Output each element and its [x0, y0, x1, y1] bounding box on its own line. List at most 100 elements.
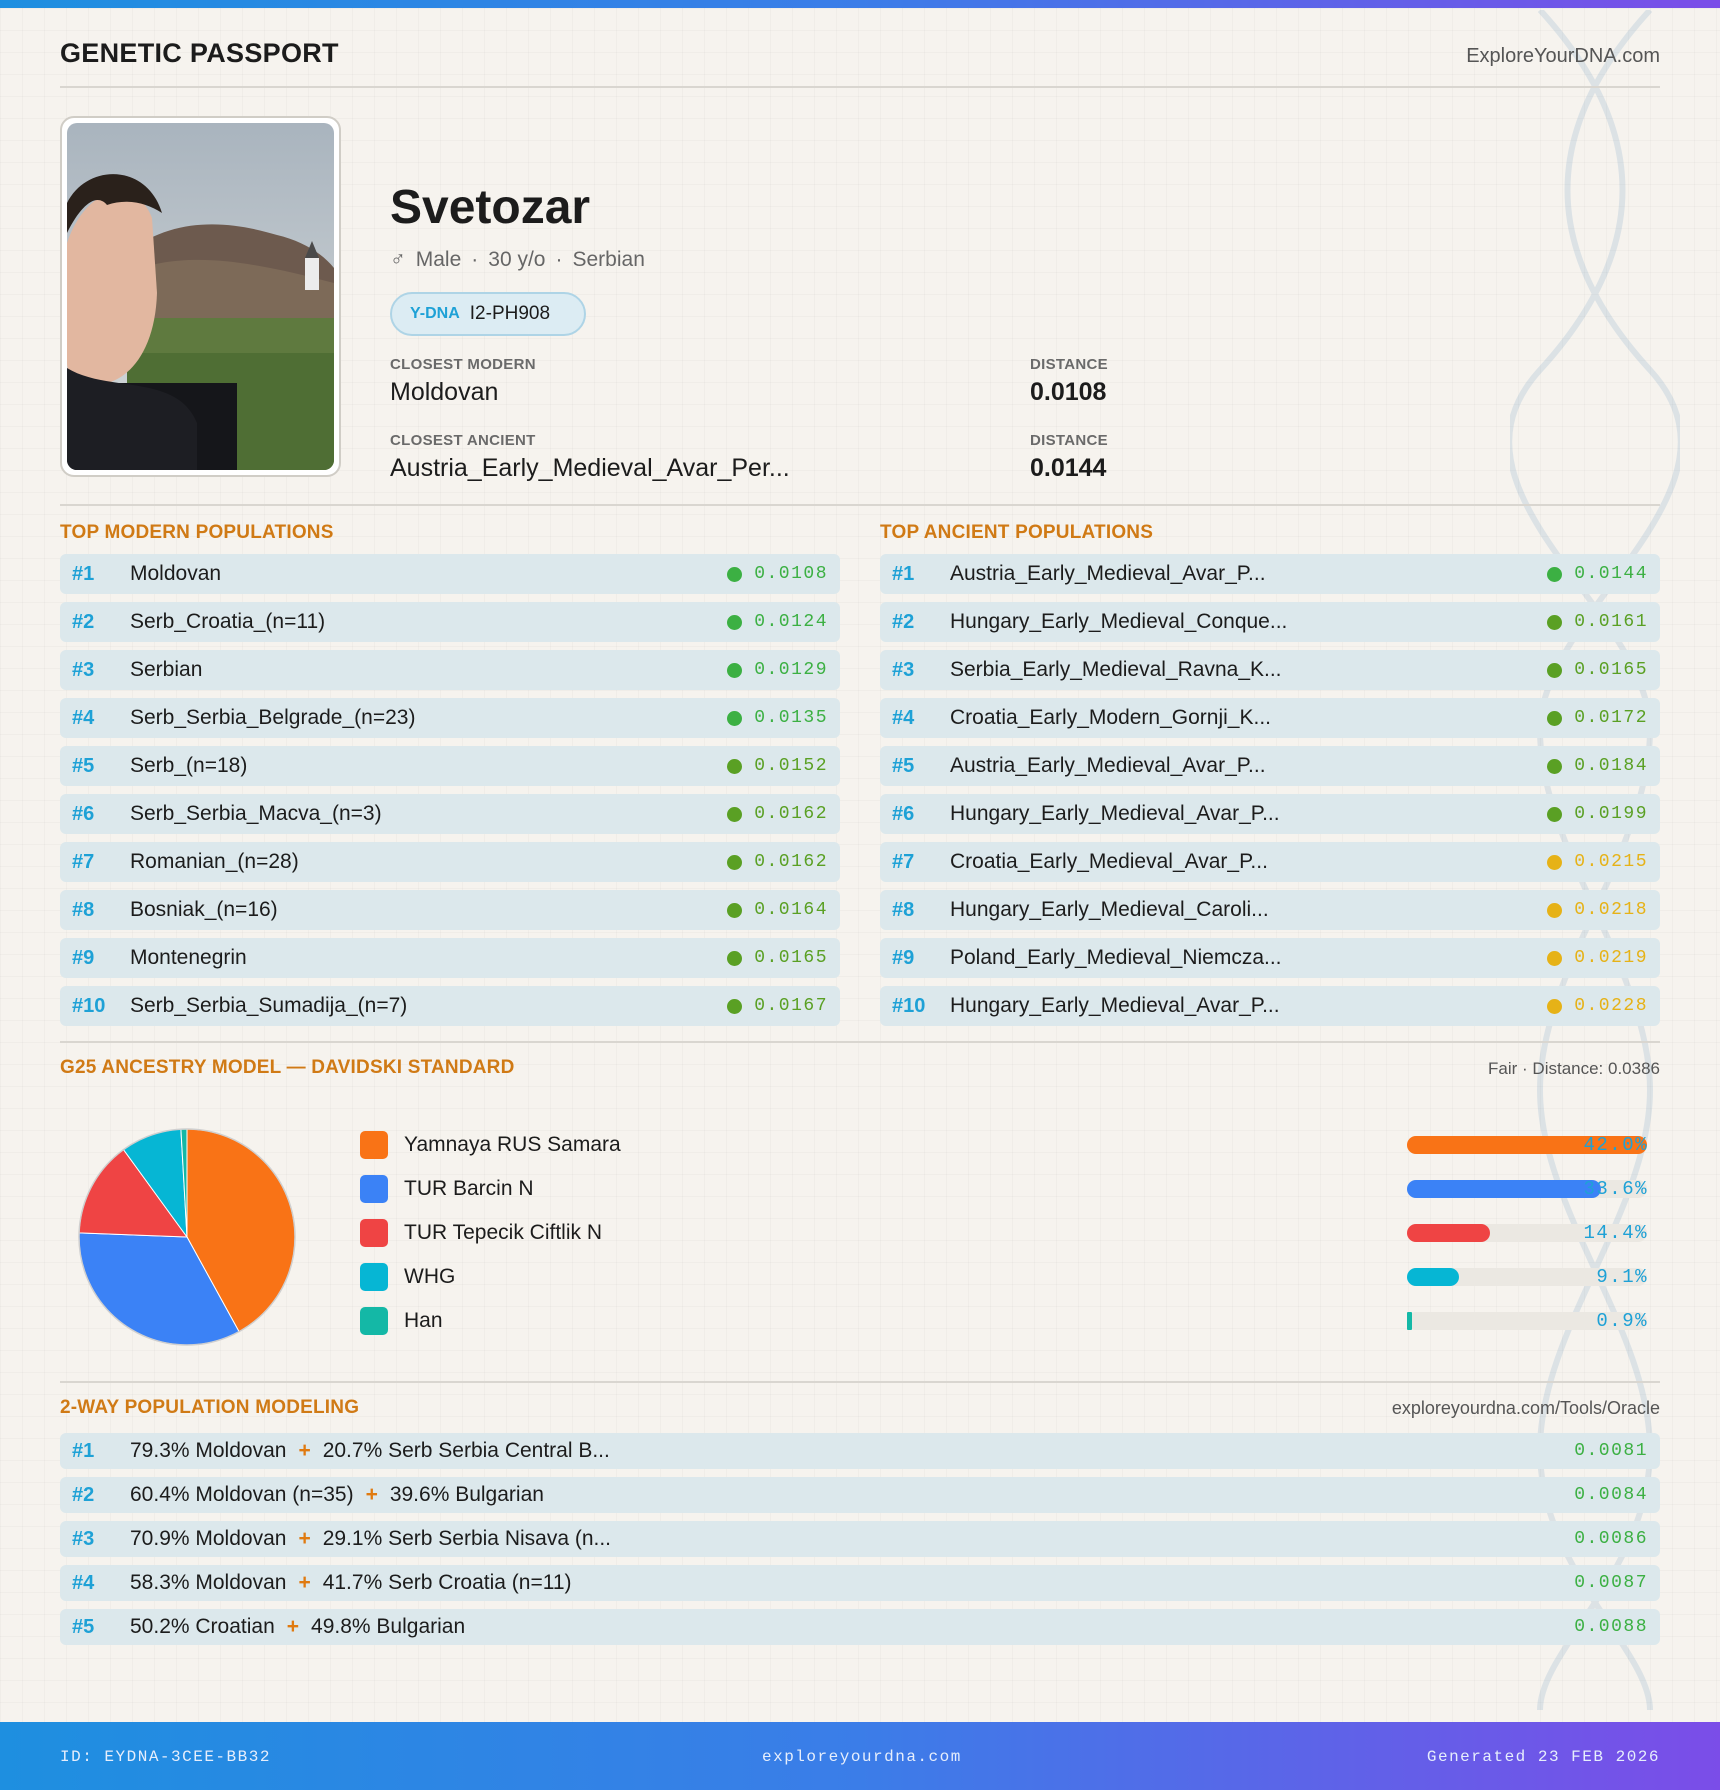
ancestry-model-section: G25 ANCESTRY MODEL — DAVIDSKI STANDARD F… [60, 1043, 1660, 1383]
two-way-row[interactable]: #3 70.9% Moldovan +29.1% Serb Serbia Nisav… [60, 1521, 1660, 1557]
rank-label: #5 [892, 754, 915, 777]
population-row[interactable]: #2 Serb_Croatia_(n=11) 0.0124 [60, 602, 840, 642]
two-way-mix: 50.2% Croatian +49.8% Bulgarian [130, 1615, 1574, 1639]
status-dot-icon [727, 614, 743, 630]
population-row[interactable]: #4 Serb_Serbia_Belgrade_(n=23) 0.0135 [60, 698, 840, 738]
two-way-row[interactable]: #4 58.3% Moldovan +41.7% Serb Croatia (n=1… [60, 1565, 1660, 1601]
person-meta: ♂ Male · 30 y/o · Serbian [390, 248, 655, 272]
rank-label: #4 [72, 706, 95, 729]
population-row[interactable]: #10 Serb_Serbia_Sumadija_(n=7) 0.0167 [60, 986, 840, 1026]
rank-label: #5 [72, 1615, 95, 1638]
population-row[interactable]: #8 Bosniak_(n=16) 0.0164 [60, 890, 840, 930]
page-title: GENETIC PASSPORT [60, 38, 339, 68]
closest-modern-value: Moldovan [390, 378, 499, 406]
ancestry-legend: Yamnaya RUS Samara 42.0% TUR Barcin N 33.6%… [360, 1123, 1660, 1343]
profile-photo [67, 123, 334, 470]
two-way-row[interactable]: #5 50.2% Croatian +49.8% Bulgarian 0.0088 [60, 1609, 1660, 1645]
population-name: Bosniak_(n=16) [130, 898, 278, 921]
plus-icon: + [365, 1483, 378, 1506]
legend-label: Han [404, 1309, 443, 1332]
footer: ID: EYDNA-3CEE-BB32 exploreyourdna.com G… [0, 1722, 1720, 1790]
rank-label: #4 [72, 1571, 95, 1594]
population-name: Moldovan [130, 562, 222, 585]
closest-ancient-label: CLOSEST ANCIENT [390, 432, 536, 449]
population-row[interactable]: #6 Hungary_Early_Medieval_Avar_P... 0.0199 [880, 794, 1660, 834]
distance-value: 0.0165 [1574, 660, 1648, 680]
population-row[interactable]: #1 Austria_Early_Medieval_Avar_P... 0.0144 [880, 554, 1660, 594]
top-accent-bar [0, 0, 1720, 8]
distance-value: 0.0135 [754, 708, 828, 728]
population-row[interactable]: #7 Romanian_(n=28) 0.0162 [60, 842, 840, 882]
share-bar [1407, 1180, 1647, 1198]
status-dot-icon [727, 902, 743, 918]
population-row[interactable]: #5 Austria_Early_Medieval_Avar_P... 0.0184 [880, 746, 1660, 786]
population-row[interactable]: #10 Hungary_Early_Medieval_Avar_P... 0.022… [880, 986, 1660, 1026]
rank-label: #6 [892, 802, 915, 825]
legend-row: TUR Tepecik Ciftlik N 14.4% [360, 1211, 1660, 1255]
ancient-populations-list: #1 Austria_Early_Medieval_Avar_P... 0.0144… [880, 554, 1660, 1026]
status-dot-icon [727, 854, 743, 870]
distance-value: 0.0152 [754, 756, 828, 776]
legend-percent: 42.0% [1583, 1134, 1648, 1156]
component-a: 50.2% Croatian [130, 1615, 275, 1638]
closest-ancient-value: Austria_Early_Medieval_Avar_Per... [390, 454, 790, 482]
population-row[interactable]: #4 Croatia_Early_Modern_Gornji_K... 0.0172 [880, 698, 1660, 738]
rank-label: #9 [892, 946, 915, 969]
two-way-row[interactable]: #2 60.4% Moldovan (n=35) +39.6% Bulgarian 0… [60, 1477, 1660, 1513]
oracle-link[interactable]: exploreyourdna.com/Tools/Oracle [1391, 1398, 1660, 1418]
legend-row: TUR Barcin N 33.6% [360, 1167, 1660, 1211]
population-name: Hungary_Early_Medieval_Caroli... [950, 898, 1269, 921]
status-dot-icon [727, 566, 743, 582]
legend-percent: 14.4% [1583, 1222, 1648, 1244]
population-name: Romanian_(n=28) [130, 850, 299, 873]
population-row[interactable]: #7 Croatia_Early_Medieval_Avar_P... 0.0215 [880, 842, 1660, 882]
legend-label: Yamnaya RUS Samara [404, 1133, 621, 1156]
two-way-row[interactable]: #1 79.3% Moldovan +20.7% Serb Serbia Centr… [60, 1433, 1660, 1469]
distance-value: 0.0162 [754, 804, 828, 824]
distance-value: 0.0219 [1574, 948, 1648, 968]
plus-icon: + [298, 1527, 311, 1550]
plus-icon: + [298, 1439, 311, 1462]
population-row[interactable]: #6 Serb_Serbia_Macva_(n=3) 0.0162 [60, 794, 840, 834]
share-bar [1407, 1268, 1647, 1286]
header: GENETIC PASSPORT ExploreYourDNA.com [60, 8, 1660, 88]
distance-value: 0.0184 [1574, 756, 1648, 776]
legend-label: TUR Barcin N [404, 1177, 534, 1200]
distance-value: 0.0167 [754, 996, 828, 1016]
population-row[interactable]: #2 Hungary_Early_Medieval_Conque... 0.0161 [880, 602, 1660, 642]
population-row[interactable]: #9 Poland_Early_Medieval_Niemcza... 0.0219 [880, 938, 1660, 978]
population-row[interactable]: #5 Serb_(n=18) 0.0152 [60, 746, 840, 786]
population-name: Hungary_Early_Medieval_Conque... [950, 610, 1288, 633]
footer-site[interactable]: exploreyourdna.com [762, 1748, 962, 1766]
closest-ancient: CLOSEST ANCIENT Austria_Early_Medieval_A… [390, 432, 790, 483]
site-link[interactable]: ExploreYourDNA.com [1466, 45, 1660, 67]
ancestry-pie-chart [78, 1128, 296, 1346]
component-b: 20.7% Serb Serbia Central B... [322, 1439, 610, 1462]
legend-percent: 33.6% [1583, 1178, 1648, 1200]
population-name: Austria_Early_Medieval_Avar_P... [950, 562, 1266, 585]
distance-value: 0.0129 [754, 660, 828, 680]
rank-label: #3 [72, 1527, 95, 1550]
rank-label: #1 [72, 562, 95, 585]
passport-content: GENETIC PASSPORT ExploreYourDNA.com [60, 8, 1660, 1673]
population-name: Hungary_Early_Medieval_Avar_P... [950, 994, 1280, 1017]
population-name: Serb_Croatia_(n=11) [130, 610, 326, 633]
population-row[interactable]: #8 Hungary_Early_Medieval_Caroli... 0.0218 [880, 890, 1660, 930]
component-a: 70.9% Moldovan [130, 1527, 287, 1550]
closest-modern: CLOSEST MODERN Moldovan [390, 356, 536, 407]
status-dot-icon [1547, 662, 1563, 678]
population-row[interactable]: #1 Moldovan 0.0108 [60, 554, 840, 594]
population-name: Poland_Early_Medieval_Niemcza... [950, 946, 1282, 969]
ethnicity: Serbian [572, 248, 645, 271]
person-name: Svetozar [390, 181, 591, 234]
rank-label: #3 [72, 658, 95, 681]
distance-label: DISTANCE [1030, 432, 1108, 449]
plus-icon: + [286, 1615, 300, 1638]
legend-swatch [360, 1219, 388, 1247]
population-row[interactable]: #3 Serbian 0.0129 [60, 650, 840, 690]
status-dot-icon [1547, 806, 1563, 822]
population-row[interactable]: #3 Serbia_Early_Medieval_Ravna_K... 0.0165 [880, 650, 1660, 690]
population-row[interactable]: #9 Montenegrin 0.0165 [60, 938, 840, 978]
share-bar-fill [1407, 1180, 1601, 1198]
rank-label: #2 [892, 610, 915, 633]
